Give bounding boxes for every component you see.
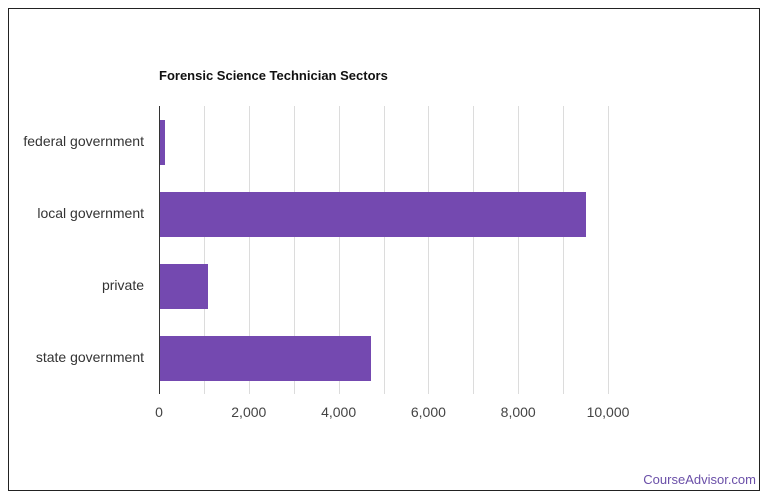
gridline [248,106,250,394]
x-tick-label: 8,000 [500,404,536,420]
gridline [293,106,295,394]
bar-local-government[interactable] [159,191,586,237]
x-tick-label: 2,000 [231,404,267,420]
gridline [473,106,475,394]
category-label: federal government [23,133,144,149]
gridline [383,106,385,394]
x-tick-label: 4,000 [321,404,357,420]
gridline [338,106,340,394]
bar-private[interactable] [159,263,208,309]
category-label: state government [35,349,144,365]
x-tick-label: 0 [155,404,163,420]
courseadvisor-link[interactable]: CourseAdvisor.com [643,472,756,487]
gridline [518,106,520,394]
category-label: local government [37,205,144,221]
chart-title: Forensic Science Technician Sectors [159,68,388,83]
bar-federal-government[interactable] [159,119,165,165]
category-label: private [101,277,144,293]
gridline [608,106,609,394]
gridline [203,106,205,394]
gridline [563,106,565,394]
gridline [428,106,430,394]
plot-area [159,106,609,394]
x-tick-label: 10,000 [586,404,630,420]
y-axis-line [159,106,160,394]
bar-state-government[interactable] [159,335,371,381]
x-tick-label: 6,000 [410,404,446,420]
